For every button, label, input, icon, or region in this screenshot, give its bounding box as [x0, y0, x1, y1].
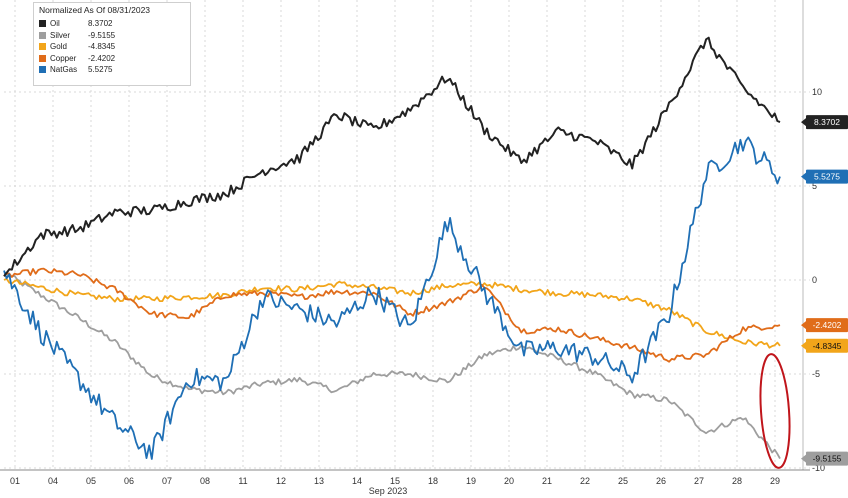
legend-value: -9.5155 [88, 30, 116, 40]
series-line-oil [3, 36, 781, 277]
end-label-value: -9.5155 [813, 454, 842, 464]
highlight-ellipse [759, 353, 791, 469]
end-label-pointer [801, 172, 806, 181]
x-axis-label: Sep 2023 [369, 486, 408, 496]
legend-swatch [39, 66, 46, 74]
series-line-gold [3, 277, 781, 349]
legend-label: Copper [50, 53, 77, 63]
x-tick-label: 05 [86, 476, 96, 486]
legend-item-copper: Copper -2.4202 [39, 53, 185, 65]
x-tick-label: 26 [656, 476, 666, 486]
end-label-copper: -2.4202 [801, 318, 848, 333]
legend: Normalized As Of 08/31/2023 Oil 8.3702 S… [33, 2, 191, 86]
annotation-layer [759, 353, 791, 469]
legend-value: -2.4202 [88, 53, 116, 63]
end-label-oil: 8.3702 [801, 115, 848, 130]
x-tick-label: 08 [200, 476, 210, 486]
legend-swatch [39, 54, 46, 62]
series-line-natgas [3, 136, 781, 460]
right-axis: 10 5 0 -5 -10 8.3702 -9.5155 -4.8345 -2.4202 5.52… [801, 0, 848, 473]
x-tick-label: 28 [732, 476, 742, 486]
legend-value: 5.5275 [88, 65, 113, 75]
legend-label: Oil [50, 19, 60, 29]
x-tick-label: 11 [238, 476, 247, 486]
legend-swatch [39, 20, 46, 28]
end-label-value: 5.5275 [814, 172, 840, 182]
legend-swatch [39, 31, 46, 39]
legend-item-silver: Silver -9.5155 [39, 30, 185, 42]
end-label-box [806, 169, 848, 184]
y-tick-label: -10 [812, 463, 825, 473]
end-label-box [806, 115, 848, 130]
x-tick-label: 15 [390, 476, 400, 486]
end-label-natgas: 5.5275 [801, 169, 848, 184]
y-tick-label: 5 [812, 181, 817, 191]
end-label-box [806, 451, 848, 466]
x-axis: 01 04 05 06 07 08 11 12 13 14 15 18 19 20 21 22 25 26 27 28… [0, 469, 810, 486]
end-label-gold: -4.8345 [801, 338, 848, 353]
end-label-silver: -9.5155 [801, 451, 848, 466]
grid [4, 0, 810, 470]
y-tick-label: -5 [812, 369, 820, 379]
legend-value: 8.3702 [88, 19, 113, 29]
x-tick-label: 19 [466, 476, 476, 486]
legend-item-oil: Oil 8.3702 [39, 18, 185, 30]
x-tick-label: 01 [10, 476, 20, 486]
y-tick-label: 10 [812, 87, 822, 97]
x-tick-label: 25 [618, 476, 628, 486]
legend-label: Silver [50, 30, 71, 40]
x-tick-label: 07 [162, 476, 172, 486]
series-line-silver [3, 271, 781, 460]
series-layer [3, 36, 781, 460]
x-tick-label: 12 [276, 476, 286, 486]
end-label-value: -2.4202 [813, 320, 842, 330]
x-tick-label: 14 [352, 476, 362, 486]
end-label-pointer [801, 454, 806, 463]
legend-swatch [39, 43, 46, 51]
legend-label: NatGas [50, 65, 78, 75]
end-label-pointer [801, 321, 806, 330]
x-tick-label: 20 [504, 476, 514, 486]
end-label-value: 8.3702 [814, 117, 840, 127]
x-tick-label: 18 [428, 476, 438, 486]
end-label-value: -4.8345 [813, 341, 842, 351]
end-label-box [806, 338, 848, 353]
x-tick-label: 29 [770, 476, 780, 486]
x-tick-label: 06 [124, 476, 134, 486]
legend-value: -4.8345 [88, 42, 116, 52]
legend-item-gold: Gold -4.8345 [39, 41, 185, 53]
x-tick-label: 22 [580, 476, 590, 486]
x-tick-label: 04 [48, 476, 58, 486]
legend-label: Gold [50, 42, 67, 52]
x-tick-label: 21 [542, 476, 552, 486]
end-label-box [806, 318, 848, 333]
end-label-pointer [801, 118, 806, 127]
y-tick-label: 0 [812, 275, 817, 285]
series-line-copper [3, 267, 781, 363]
legend-item-natgas: NatGas 5.5275 [39, 64, 185, 76]
x-tick-label: 13 [314, 476, 324, 486]
end-label-pointer [801, 341, 806, 350]
x-tick-label: 27 [694, 476, 704, 486]
legend-title: Normalized As Of 08/31/2023 [39, 5, 151, 15]
